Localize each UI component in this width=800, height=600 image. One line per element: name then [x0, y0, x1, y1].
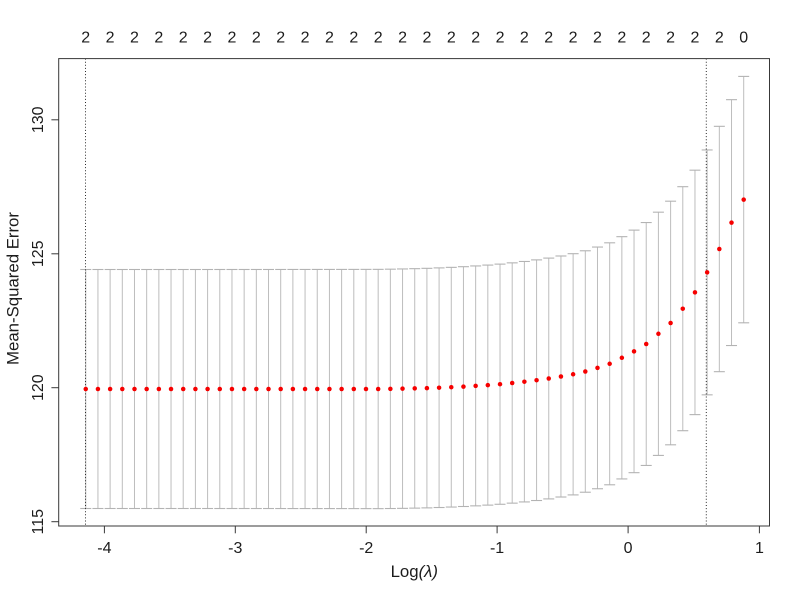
- svg-text:0: 0: [624, 540, 633, 557]
- svg-text:2: 2: [81, 30, 90, 47]
- svg-text:2: 2: [471, 30, 480, 47]
- svg-text:2: 2: [106, 30, 115, 47]
- svg-text:2: 2: [130, 30, 139, 47]
- svg-text:2: 2: [447, 30, 456, 47]
- svg-text:120: 120: [30, 374, 47, 401]
- svg-text:2: 2: [252, 30, 261, 47]
- svg-text:2: 2: [642, 30, 651, 47]
- svg-text:2: 2: [715, 30, 724, 47]
- svg-text:2: 2: [325, 30, 334, 47]
- svg-text:2: 2: [496, 30, 505, 47]
- svg-text:2: 2: [520, 30, 529, 47]
- svg-text:2: 2: [569, 30, 578, 47]
- svg-text:2: 2: [276, 30, 285, 47]
- svg-text:-3: -3: [228, 540, 242, 557]
- svg-text:2: 2: [422, 30, 431, 47]
- svg-text:1: 1: [755, 540, 764, 557]
- svg-text:2: 2: [691, 30, 700, 47]
- svg-text:2: 2: [666, 30, 675, 47]
- svg-text:2: 2: [154, 30, 163, 47]
- svg-text:Log(λ): Log(λ): [391, 562, 438, 581]
- svg-text:2: 2: [593, 30, 602, 47]
- svg-text:130: 130: [30, 106, 47, 133]
- svg-text:2: 2: [398, 30, 407, 47]
- svg-text:2: 2: [179, 30, 188, 47]
- svg-text:Mean-Squared Error: Mean-Squared Error: [4, 212, 23, 365]
- svg-text:2: 2: [374, 30, 383, 47]
- svg-text:2: 2: [544, 30, 553, 47]
- svg-text:0: 0: [739, 30, 748, 47]
- svg-text:2: 2: [617, 30, 626, 47]
- svg-text:-1: -1: [490, 540, 504, 557]
- svg-text:2: 2: [301, 30, 310, 47]
- svg-text:2: 2: [228, 30, 237, 47]
- svg-text:-2: -2: [359, 540, 373, 557]
- svg-text:-4: -4: [97, 540, 111, 557]
- svg-text:2: 2: [349, 30, 358, 47]
- svg-text:125: 125: [30, 240, 47, 267]
- svg-text:115: 115: [30, 509, 47, 535]
- svg-text:2: 2: [203, 30, 212, 47]
